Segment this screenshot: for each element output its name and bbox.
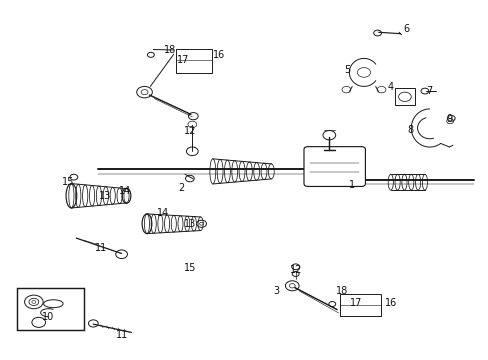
Text: 2: 2 xyxy=(178,183,184,193)
Text: 15: 15 xyxy=(183,263,196,273)
Text: 16: 16 xyxy=(213,50,225,60)
Bar xyxy=(17,288,84,330)
Text: 16: 16 xyxy=(384,298,396,308)
Text: 8: 8 xyxy=(407,125,412,135)
Text: 3: 3 xyxy=(273,286,279,296)
Text: 7: 7 xyxy=(426,86,432,96)
Text: 18: 18 xyxy=(335,286,347,296)
Text: 6: 6 xyxy=(403,24,409,35)
Text: 13: 13 xyxy=(183,219,196,229)
Text: 5: 5 xyxy=(343,64,349,75)
Text: 11: 11 xyxy=(115,330,127,340)
Text: 17: 17 xyxy=(349,298,361,308)
Text: 4: 4 xyxy=(387,82,393,93)
Text: 10: 10 xyxy=(42,312,55,322)
Text: 14: 14 xyxy=(157,208,169,218)
Bar xyxy=(394,88,414,105)
Bar xyxy=(176,49,211,73)
FancyBboxPatch shape xyxy=(304,147,365,186)
Text: 12: 12 xyxy=(183,126,196,135)
Bar xyxy=(339,294,380,316)
Text: 14: 14 xyxy=(119,186,131,197)
Text: 9: 9 xyxy=(446,114,451,124)
Text: 13: 13 xyxy=(99,191,111,201)
Text: 17: 17 xyxy=(177,55,189,65)
Text: 15: 15 xyxy=(61,177,74,187)
Text: 18: 18 xyxy=(164,45,176,55)
Text: 1: 1 xyxy=(348,180,354,190)
Text: 12: 12 xyxy=(289,265,301,275)
Text: 11: 11 xyxy=(94,243,106,253)
